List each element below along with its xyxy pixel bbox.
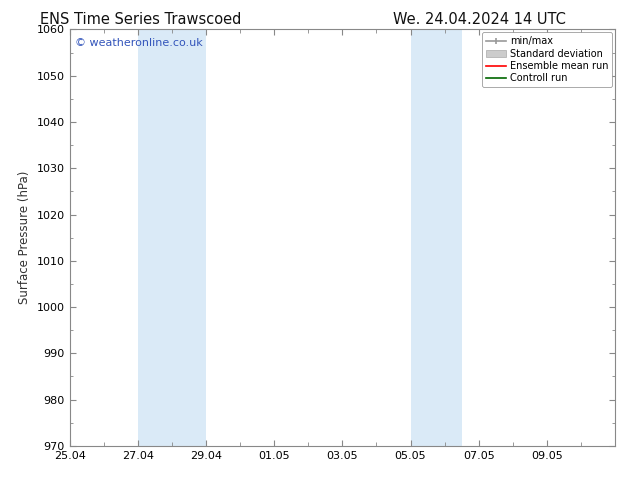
Text: © weatheronline.co.uk: © weatheronline.co.uk — [75, 38, 203, 48]
Text: ENS Time Series Trawscoed: ENS Time Series Trawscoed — [39, 12, 241, 27]
Text: We. 24.04.2024 14 UTC: We. 24.04.2024 14 UTC — [393, 12, 566, 27]
Legend: min/max, Standard deviation, Ensemble mean run, Controll run: min/max, Standard deviation, Ensemble me… — [482, 32, 612, 87]
Y-axis label: Surface Pressure (hPa): Surface Pressure (hPa) — [18, 171, 31, 304]
Bar — [411, 29, 462, 446]
Bar — [138, 29, 206, 446]
